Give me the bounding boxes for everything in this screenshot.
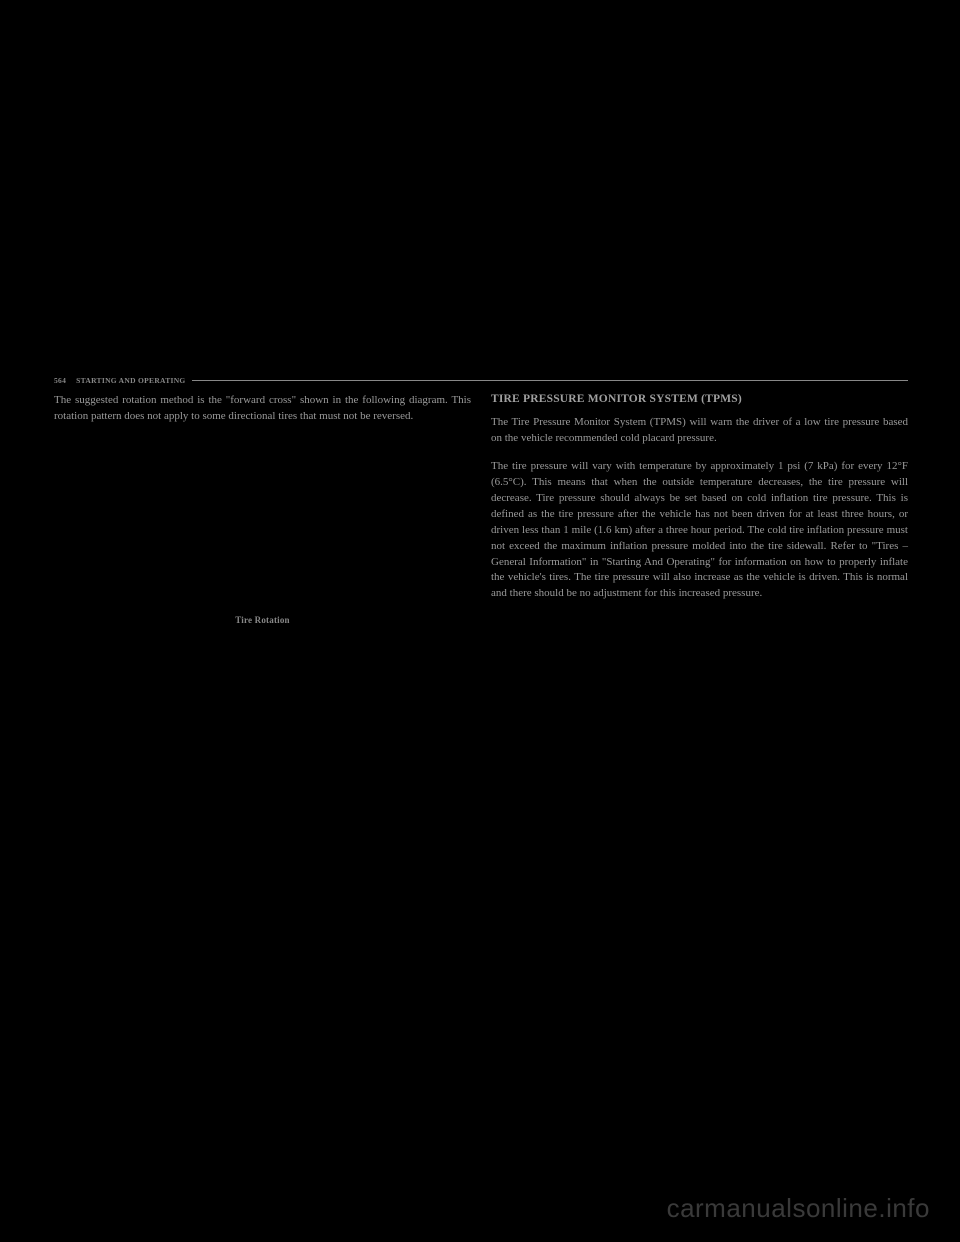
header-divider: [192, 380, 908, 381]
tpms-heading: TIRE PRESSURE MONITOR SYSTEM (TPMS): [491, 393, 908, 405]
left-column: The suggested rotation method is the "fo…: [54, 393, 471, 625]
figure-caption: Tire Rotation: [54, 615, 471, 625]
tpms-paragraph-1: The Tire Pressure Monitor System (TPMS) …: [491, 415, 908, 447]
page-header: 564 STARTING AND OPERATING: [54, 376, 908, 385]
page-number: 564: [54, 376, 66, 385]
section-title: STARTING AND OPERATING: [76, 376, 185, 385]
tpms-paragraph-2: The tire pressure will vary with tempera…: [491, 459, 908, 602]
intro-paragraph: The suggested rotation method is the "fo…: [54, 393, 471, 425]
right-column: TIRE PRESSURE MONITOR SYSTEM (TPMS) The …: [491, 393, 908, 625]
manual-page: 564 STARTING AND OPERATING The suggested…: [54, 376, 908, 796]
content-columns: The suggested rotation method is the "fo…: [54, 393, 908, 625]
watermark: carmanualsonline.info: [667, 1193, 930, 1224]
tire-rotation-diagram: [54, 437, 471, 607]
